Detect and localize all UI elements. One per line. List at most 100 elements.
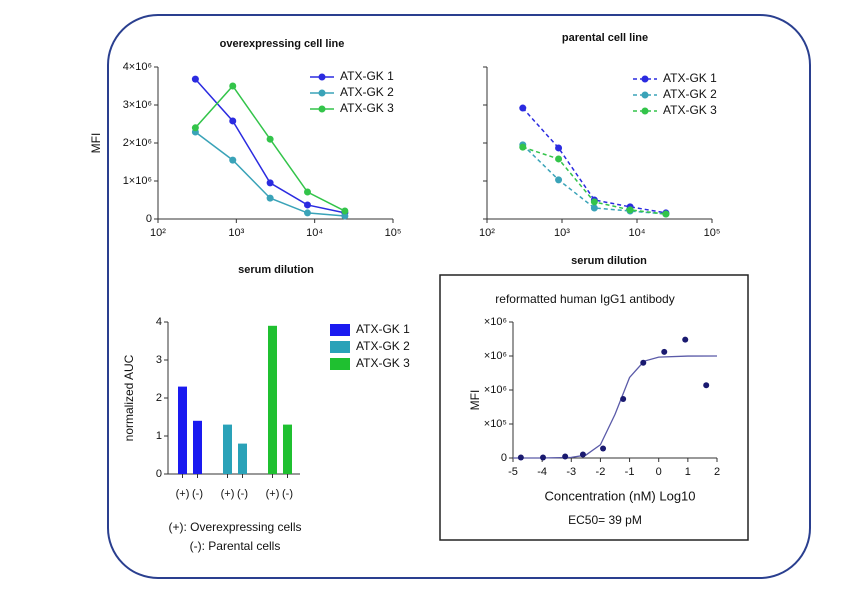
data-point (626, 206, 634, 214)
x-tick-label: (-) (192, 488, 203, 500)
data-point (191, 124, 199, 132)
y-axis-label: MFI (89, 133, 103, 154)
series-line (194, 78, 346, 214)
data-point (517, 454, 524, 461)
data-point (682, 336, 689, 343)
data-point (620, 395, 627, 402)
bar (223, 424, 232, 474)
legend-marker (318, 89, 326, 97)
x-tick-label: -4 (537, 466, 547, 478)
y-tick-label: 0 (156, 468, 162, 480)
x-tick-label: 10⁵ (385, 227, 402, 239)
y-tick-label: 0 (501, 452, 507, 464)
data-point (562, 453, 569, 460)
legend-swatch (330, 324, 350, 336)
legend-swatch (330, 358, 350, 370)
data-point (303, 201, 311, 209)
x-tick-label: 10³ (554, 227, 570, 239)
data-point (266, 135, 274, 143)
x-tick-label: -1 (625, 466, 635, 478)
data-point (662, 210, 670, 218)
data-point (229, 82, 237, 90)
bar (178, 386, 187, 474)
data-point (341, 207, 349, 215)
x-tick-label: 10² (479, 227, 495, 239)
x-axis-label: Concentration (nM) Log10 (544, 488, 695, 503)
y-axis-label: normalized AUC (122, 354, 136, 441)
legend-marker (641, 75, 649, 83)
y-tick-label: ×10⁶ (484, 316, 507, 328)
legend-label: ATX-GK 3 (340, 101, 394, 115)
x-tick-label: 2 (714, 466, 720, 478)
y-tick-label: 2×10⁶ (123, 137, 152, 149)
data-point (590, 198, 598, 206)
series-line (522, 144, 666, 215)
legend-marker (318, 105, 326, 113)
annotation: EC50= 39 pM (568, 513, 642, 527)
x-tick-label: (-) (237, 488, 248, 500)
x-tick-label: (+) (221, 488, 235, 500)
x-tick-label: 10⁵ (704, 227, 721, 239)
outer-frame (107, 14, 811, 579)
x-tick-label: -5 (508, 466, 518, 478)
x-tick-label: 10³ (228, 227, 244, 239)
data-point (661, 348, 668, 355)
chart-title: overexpressing cell line (220, 38, 345, 50)
data-point (229, 156, 237, 164)
data-point (640, 359, 647, 366)
y-tick-label: ×10⁶ (484, 384, 507, 396)
x-tick-label: 10⁴ (306, 227, 323, 239)
x-tick-label: (+) (266, 488, 280, 500)
data-point (579, 451, 586, 458)
data-point (600, 445, 607, 452)
legend-label: ATX-GK 3 (663, 103, 717, 117)
legend-label: ATX-GK 2 (356, 339, 410, 353)
note: (+): Overexpressing cells (168, 520, 301, 534)
legend-label: ATX-GK 2 (663, 87, 717, 101)
y-axis-label: MFI (468, 390, 482, 411)
x-tick-label: 10⁴ (629, 227, 646, 239)
bar (283, 424, 292, 474)
legend-swatch (330, 341, 350, 353)
x-tick-label: (-) (282, 488, 293, 500)
data-point (555, 176, 563, 184)
data-point (703, 382, 710, 389)
y-tick-label: 3 (156, 354, 162, 366)
y-tick-label: 4×10⁶ (123, 61, 152, 73)
bar (193, 420, 202, 474)
legend-label: ATX-GK 1 (340, 69, 394, 83)
x-tick-label: -2 (596, 466, 606, 478)
series-line (194, 131, 345, 217)
chart-title: parental cell line (562, 32, 648, 44)
data-point (303, 188, 311, 196)
legend-marker (641, 107, 649, 115)
series-line (522, 107, 667, 214)
data-point (590, 204, 598, 212)
x-tick-label: 0 (656, 466, 662, 478)
x-axis-label: serum dilution (238, 264, 314, 276)
y-tick-label: 0 (146, 213, 152, 225)
data-point (540, 454, 547, 461)
legend-label: ATX-GK 1 (663, 71, 717, 85)
data-point (555, 144, 563, 152)
x-tick-label: -3 (566, 466, 576, 478)
data-point (266, 194, 274, 202)
data-point (341, 212, 349, 220)
y-tick-label: 4 (156, 316, 162, 328)
data-point (519, 143, 527, 151)
bar (268, 325, 277, 474)
data-point (229, 117, 237, 125)
x-tick-label: 10² (150, 227, 166, 239)
legend-label: ATX-GK 1 (356, 322, 410, 336)
legend-marker (318, 73, 326, 81)
data-point (555, 155, 563, 163)
legend-label: ATX-GK 2 (340, 85, 394, 99)
data-point (519, 104, 527, 112)
y-tick-label: 2 (156, 392, 162, 404)
x-tick-label: 1 (685, 466, 691, 478)
y-tick-label: 1×10⁶ (123, 175, 152, 187)
bar (238, 443, 247, 474)
x-axis-label: serum dilution (571, 255, 647, 267)
x-tick-label: (+) (176, 488, 190, 500)
